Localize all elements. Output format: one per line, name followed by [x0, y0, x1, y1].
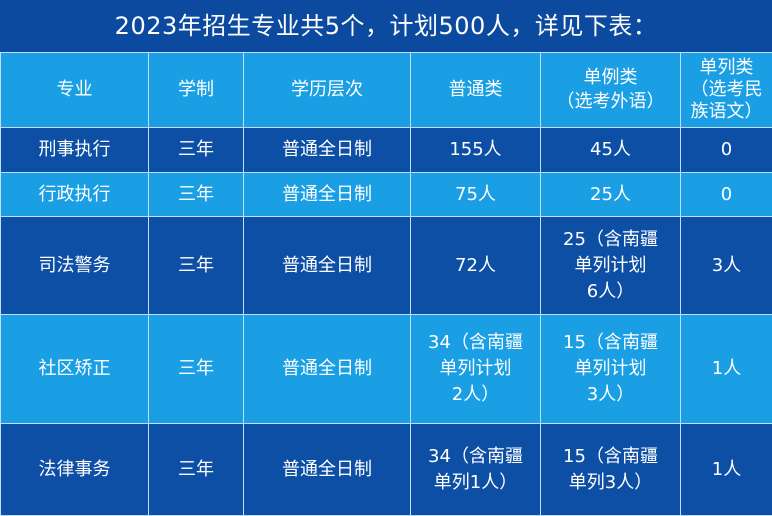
table-cell: 1人 [681, 424, 772, 516]
table-cell: 普通全日制 [244, 424, 411, 516]
page-title: 2023年招生专业共5个，计划500人，详见下表： [0, 0, 772, 52]
table-cell: 25（含南疆 单列计划 6人） [541, 217, 681, 315]
table-cell: 75人 [411, 173, 541, 217]
table-cell: 0 [681, 173, 772, 217]
table-cell: 15（含南疆 单列3人） [541, 424, 681, 516]
table-cell: 15（含南疆 单列计划 3人） [541, 315, 681, 424]
table-cell: 普通全日制 [244, 217, 411, 315]
table-cell: 72人 [411, 217, 541, 315]
table-cell: 社区矫正 [1, 315, 149, 424]
table-cell: 普通全日制 [244, 173, 411, 217]
table-row: 法律事务 三年 普通全日制 34（含南疆 单列1人） 15（含南疆 单列3人） … [1, 424, 772, 516]
table-cell: 34（含南疆 单列1人） [411, 424, 541, 516]
table-cell: 1人 [681, 315, 772, 424]
table-row: 行政执行 三年 普通全日制 75人 25人 0 [1, 173, 772, 217]
table-cell: 155人 [411, 128, 541, 173]
table-cell: 25人 [541, 173, 681, 217]
header-cell: 专业 [1, 53, 149, 128]
table-cell: 普通全日制 [244, 315, 411, 424]
table-row: 司法警务 三年 普通全日制 72人 25（含南疆 单列计划 6人） 3人 [1, 217, 772, 315]
enrollment-table: 专业 学制 学历层次 普通类 单例类 （选考外语） 单列类 （选考民 族语文） … [0, 52, 772, 516]
table-cell: 三年 [149, 217, 244, 315]
table-cell: 刑事执行 [1, 128, 149, 173]
header-cell: 普通类 [411, 53, 541, 128]
table-cell: 行政执行 [1, 173, 149, 217]
table-header-row: 专业 学制 学历层次 普通类 单例类 （选考外语） 单列类 （选考民 族语文） [1, 53, 772, 128]
table-cell: 34（含南疆 单列计划 2人） [411, 315, 541, 424]
header-cell: 单列类 （选考民 族语文） [681, 53, 772, 128]
table-cell: 三年 [149, 128, 244, 173]
table-cell: 45人 [541, 128, 681, 173]
table-cell: 普通全日制 [244, 128, 411, 173]
header-cell: 学历层次 [244, 53, 411, 128]
header-cell: 学制 [149, 53, 244, 128]
table-cell: 三年 [149, 315, 244, 424]
table-cell: 三年 [149, 424, 244, 516]
table-row: 刑事执行 三年 普通全日制 155人 45人 0 [1, 128, 772, 173]
table-cell: 三年 [149, 173, 244, 217]
header-cell: 单例类 （选考外语） [541, 53, 681, 128]
table-cell: 法律事务 [1, 424, 149, 516]
table-cell: 司法警务 [1, 217, 149, 315]
table-cell: 0 [681, 128, 772, 173]
table-cell: 3人 [681, 217, 772, 315]
table-row: 社区矫正 三年 普通全日制 34（含南疆 单列计划 2人） 15（含南疆 单列计… [1, 315, 772, 424]
